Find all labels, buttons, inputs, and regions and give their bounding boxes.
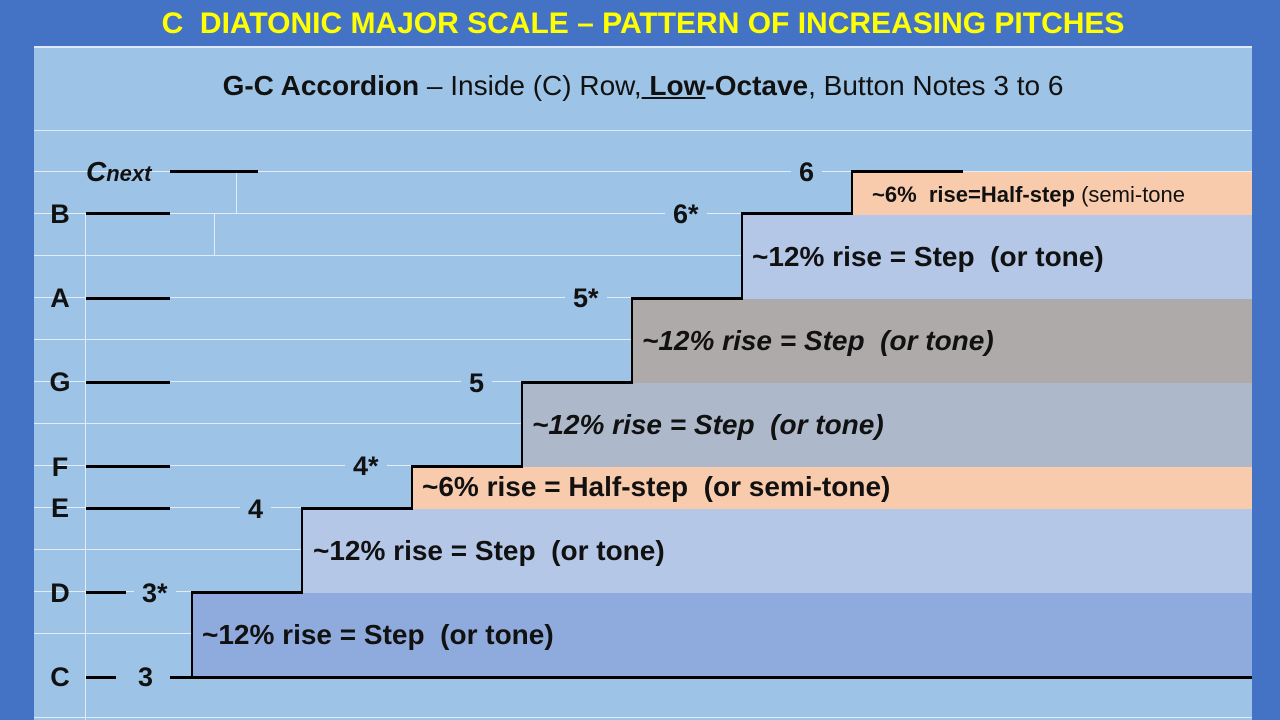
button-number-4: 4 bbox=[240, 494, 272, 525]
tick-e bbox=[86, 507, 170, 510]
b-connector bbox=[214, 213, 215, 255]
interval-label-g-a: ~12% rise = Step (or tone) bbox=[642, 325, 994, 356]
button-number-3: 3 bbox=[130, 662, 162, 693]
subtitle-buttons: , Button Notes 3 to 6 bbox=[808, 70, 1064, 101]
riser-d-e bbox=[301, 508, 303, 593]
interval-band-d-e bbox=[302, 509, 1252, 593]
note-label-a: A bbox=[50, 283, 70, 313]
interval-label-d-e: ~12% rise = Step (or tone) bbox=[313, 535, 665, 566]
gridline-b bbox=[34, 213, 1252, 214]
riser-f-g bbox=[521, 382, 523, 467]
tick-d bbox=[86, 591, 126, 594]
interval-band-a-b bbox=[742, 215, 1252, 299]
cnext-main: C bbox=[86, 156, 107, 187]
tick-b bbox=[86, 212, 170, 215]
gridline-cnext bbox=[34, 171, 1252, 172]
slide: C DIATONIC MAJOR SCALE – PATTERN OF INCR… bbox=[34, 0, 1252, 720]
note-label-e: E bbox=[50, 493, 69, 523]
tick-g bbox=[86, 381, 170, 384]
button-number-6-star: 6* bbox=[665, 199, 707, 230]
step-f bbox=[411, 465, 523, 468]
cnext-connector bbox=[236, 171, 237, 213]
button-number-5-star: 5* bbox=[565, 283, 607, 314]
interval-label-f-g: ~12% rise = Step (or tone) bbox=[532, 409, 884, 440]
slide-title: C DIATONIC MAJOR SCALE – PATTERN OF INCR… bbox=[161, 7, 1125, 40]
step-cnext bbox=[851, 170, 963, 173]
cnext-sub: next bbox=[106, 161, 152, 186]
note-label-f: F bbox=[51, 452, 69, 482]
tick-c bbox=[86, 676, 116, 679]
title-bar bbox=[34, 0, 1252, 48]
staircase-baseline bbox=[170, 676, 1252, 679]
axis-vline bbox=[85, 213, 86, 720]
riser-c-d bbox=[191, 592, 193, 678]
subtitle-bar bbox=[34, 48, 1252, 131]
button-number-4-star: 4* bbox=[345, 451, 387, 482]
subtitle: G-C Accordion – Inside (C) Row, Low-Octa… bbox=[34, 70, 1252, 102]
interval-label-b-c-bold: ~6% rise=Half-step bbox=[872, 182, 1075, 207]
step-b bbox=[741, 212, 853, 215]
button-number-5: 5 bbox=[461, 368, 493, 399]
interval-label-c-d: ~12% rise = Step (or tone) bbox=[202, 619, 554, 650]
note-label-cnext: Cnext bbox=[86, 156, 151, 188]
tick-a bbox=[86, 297, 170, 300]
step-a bbox=[631, 297, 743, 300]
subtitle-row: – Inside (C) Row, bbox=[419, 70, 642, 101]
step-e bbox=[301, 507, 413, 510]
note-label-b: B bbox=[50, 199, 70, 229]
riser-b-c bbox=[851, 171, 853, 215]
interval-band-f-g bbox=[522, 383, 1252, 467]
interval-band-g-a bbox=[632, 299, 1252, 383]
step-g bbox=[521, 381, 633, 384]
interval-label-e-f: ~6% rise = Half-step (or semi-tone) bbox=[422, 471, 891, 502]
interval-band-c-d bbox=[192, 593, 1252, 677]
riser-e-f bbox=[411, 466, 413, 509]
step-d bbox=[191, 591, 303, 594]
subtitle-low: Low bbox=[641, 70, 706, 101]
note-label-d: D bbox=[50, 578, 70, 608]
subtitle-octave: -Octave bbox=[705, 70, 809, 101]
interval-label-a-b: ~12% rise = Step (or tone) bbox=[752, 241, 1104, 272]
note-label-g: G bbox=[49, 367, 71, 397]
button-number-3-star: 3* bbox=[134, 578, 176, 609]
riser-a-b bbox=[741, 214, 743, 299]
tick-cnext bbox=[170, 170, 258, 173]
interval-band-e-f bbox=[412, 467, 1252, 509]
note-label-c: C bbox=[50, 662, 70, 692]
interval-label-b-c-thin: (semi-tone bbox=[1074, 182, 1186, 207]
gridline-ab bbox=[34, 255, 1252, 256]
tick-f bbox=[86, 465, 170, 468]
riser-g-a bbox=[631, 298, 633, 383]
interval-label-b-c: ~6% rise=Half-step (semi-tone bbox=[872, 182, 1185, 208]
interval-band-b-c bbox=[852, 172, 1252, 215]
button-number-6: 6 bbox=[791, 157, 823, 188]
subtitle-instrument: G-C Accordion bbox=[222, 70, 420, 101]
gridline-bottom bbox=[34, 717, 1252, 718]
